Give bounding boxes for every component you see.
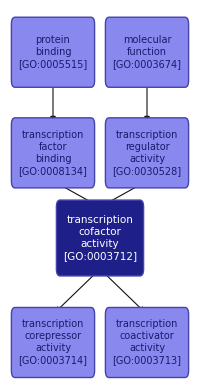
Text: transcription
factor
binding
[GO:0008134]: transcription factor binding [GO:0008134… — [19, 130, 87, 176]
Text: molecular
function
[GO:0003674]: molecular function [GO:0003674] — [112, 35, 182, 69]
FancyBboxPatch shape — [11, 307, 95, 378]
FancyBboxPatch shape — [105, 307, 189, 378]
FancyBboxPatch shape — [11, 118, 95, 188]
FancyBboxPatch shape — [105, 17, 189, 87]
Text: transcription
cofactor
activity
[GO:0003712]: transcription cofactor activity [GO:0003… — [63, 215, 137, 261]
Text: transcription
corepressor
activity
[GO:0003714]: transcription corepressor activity [GO:0… — [18, 320, 88, 365]
Text: protein
binding
[GO:0005515]: protein binding [GO:0005515] — [18, 35, 88, 69]
FancyBboxPatch shape — [11, 17, 95, 87]
FancyBboxPatch shape — [56, 200, 144, 276]
Text: transcription
coactivator
activity
[GO:0003713]: transcription coactivator activity [GO:0… — [112, 320, 182, 365]
FancyBboxPatch shape — [105, 118, 189, 188]
Text: transcription
regulator
activity
[GO:0030528]: transcription regulator activity [GO:003… — [112, 130, 182, 176]
